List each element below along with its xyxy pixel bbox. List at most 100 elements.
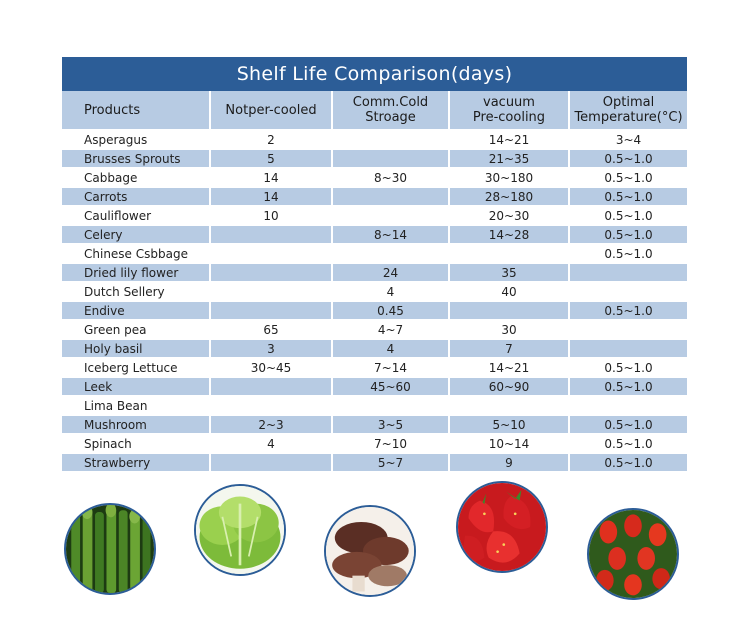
optimal-temperature-cell <box>570 283 687 302</box>
product-name-cell: Leek <box>62 378 211 397</box>
product-name-cell: Lima Bean <box>62 397 211 416</box>
notper-cooled-cell <box>211 378 333 397</box>
comm-cold-storage-cell <box>333 207 450 226</box>
optimal-temperature-cell: 0.5~1.0 <box>570 245 687 264</box>
optimal-temperature-cell <box>570 340 687 359</box>
optimal-temperature-cell <box>570 397 687 416</box>
comm-cold-storage-cell: 3~5 <box>333 416 450 435</box>
vacuum-precooling-cell <box>450 397 570 416</box>
notper-cooled-cell <box>211 397 333 416</box>
vacuum-precooling-cell <box>450 302 570 321</box>
notper-cooled-cell: 65 <box>211 321 333 340</box>
header-label: vacuum <box>483 95 535 110</box>
vacuum-precooling-cell: 14~21 <box>450 131 570 150</box>
header-label: Temperature(°C) <box>574 110 683 125</box>
notper-cooled-cell: 4 <box>211 435 333 454</box>
table-row: Cauliflower 10 20~30 0.5~1.0 <box>62 207 687 226</box>
comm-cold-storage-cell <box>333 150 450 169</box>
product-name-cell: Dried lily flower <box>62 264 211 283</box>
comm-cold-storage-cell <box>333 397 450 416</box>
notper-cooled-cell: 2~3 <box>211 416 333 435</box>
comm-cold-storage-header: Comm.Cold Stroage <box>333 91 450 131</box>
header-label: Optimal <box>602 95 655 110</box>
vacuum-precooling-cell: 28~180 <box>450 188 570 207</box>
notper-cooled-cell <box>211 454 333 473</box>
shelf-life-table: Products Notper-cooled Comm.Cold Stroage vac… <box>62 91 687 473</box>
table-row: Endive 0.45 0.5~1.0 <box>62 302 687 321</box>
optimal-temperature-cell: 0.5~1.0 <box>570 226 687 245</box>
comm-cold-storage-cell <box>333 188 450 207</box>
optimal-temperature-cell: 0.5~1.0 <box>570 435 687 454</box>
comm-cold-storage-cell: 7~10 <box>333 435 450 454</box>
comm-cold-storage-cell <box>333 245 450 264</box>
table-row: Dried lily flower 24 35 <box>62 264 687 283</box>
product-name-cell: Chinese Csbbage <box>62 245 211 264</box>
optimal-temperature-cell: 0.5~1.0 <box>570 302 687 321</box>
comm-cold-storage-cell: 0.45 <box>333 302 450 321</box>
comm-cold-storage-cell: 45~60 <box>333 378 450 397</box>
table-row: Mushroom 2~3 3~5 5~10 0.5~1.0 <box>62 416 687 435</box>
vacuum-precooling-cell: 14~21 <box>450 359 570 378</box>
header-label: Pre-cooling <box>472 110 546 125</box>
vacuum-precooling-cell: 5~10 <box>450 416 570 435</box>
table-row: Chinese Csbbage 0.5~1.0 <box>62 245 687 264</box>
comm-cold-storage-cell: 8~30 <box>333 169 450 188</box>
optimal-temperature-cell: 0.5~1.0 <box>570 378 687 397</box>
table-row: Cabbage 14 8~30 30~180 0.5~1.0 <box>62 169 687 188</box>
optimal-temperature-cell <box>570 321 687 340</box>
notper-cooled-cell <box>211 302 333 321</box>
product-name-cell: Strawberry <box>62 454 211 473</box>
notper-cooled-cell: 14 <box>211 188 333 207</box>
products-header: Products <box>62 91 211 131</box>
product-name-cell: Iceberg Lettuce <box>62 359 211 378</box>
tulips-photo <box>587 508 679 600</box>
notper-cooled-cell <box>211 283 333 302</box>
vacuum-precooling-cell: 10~14 <box>450 435 570 454</box>
vacuum-precooling-cell: 9 <box>450 454 570 473</box>
product-name-cell: Green pea <box>62 321 211 340</box>
table-row: Spinach 4 7~10 10~14 0.5~1.0 <box>62 435 687 454</box>
table-row: Lima Bean <box>62 397 687 416</box>
product-name-cell: Cauliflower <box>62 207 211 226</box>
product-name-cell: Endive <box>62 302 211 321</box>
vacuum-precooling-cell: 20~30 <box>450 207 570 226</box>
table-row: Celery 8~14 14~28 0.5~1.0 <box>62 226 687 245</box>
vacuum-precooling-cell: 14~28 <box>450 226 570 245</box>
header-label: Products <box>84 102 141 118</box>
notper-cooled-cell <box>211 264 333 283</box>
optimal-temperature-cell: 0.5~1.0 <box>570 169 687 188</box>
notper-cooled-cell <box>211 226 333 245</box>
notper-cooled-cell: 14 <box>211 169 333 188</box>
asparagus-photo <box>64 503 156 595</box>
header-label: Notper-cooled <box>225 102 317 118</box>
comm-cold-storage-cell: 24 <box>333 264 450 283</box>
strawberry-photo <box>456 481 548 573</box>
product-name-cell: Cabbage <box>62 169 211 188</box>
table-row: Carrots 14 28~180 0.5~1.0 <box>62 188 687 207</box>
notper-cooled-header: Notper-cooled <box>211 91 333 131</box>
vacuum-precooling-header: vacuum Pre-cooling <box>450 91 570 131</box>
header-row: Products Notper-cooled Comm.Cold Stroage vac… <box>62 91 687 131</box>
table-row: Holy basil 3 4 7 <box>62 340 687 359</box>
optimal-temperature-cell: 0.5~1.0 <box>570 188 687 207</box>
shelf-life-sheet: Shelf Life Comparison(days) Products Notp… <box>62 57 687 473</box>
lettuce-photo <box>194 484 286 576</box>
optimal-temperature-cell <box>570 264 687 283</box>
notper-cooled-cell: 10 <box>211 207 333 226</box>
comm-cold-storage-cell: 7~14 <box>333 359 450 378</box>
header-label: Stroage <box>365 110 416 125</box>
product-name-cell: Carrots <box>62 188 211 207</box>
vacuum-precooling-cell: 35 <box>450 264 570 283</box>
optimal-temperature-cell: 0.5~1.0 <box>570 207 687 226</box>
table-row: Strawberry 5~7 9 0.5~1.0 <box>62 454 687 473</box>
notper-cooled-cell: 2 <box>211 131 333 150</box>
table-row: Green pea 65 4~7 30 <box>62 321 687 340</box>
table-title: Shelf Life Comparison(days) <box>62 57 687 91</box>
comm-cold-storage-cell: 4 <box>333 283 450 302</box>
table-body: Asperagus 2 14~21 3~4 Brusses Sprouts 5 21~35 0… <box>62 131 687 473</box>
notper-cooled-cell <box>211 245 333 264</box>
header-label: Comm.Cold <box>352 95 429 110</box>
product-name-cell: Celery <box>62 226 211 245</box>
vacuum-precooling-cell: 60~90 <box>450 378 570 397</box>
comm-cold-storage-cell: 4~7 <box>333 321 450 340</box>
